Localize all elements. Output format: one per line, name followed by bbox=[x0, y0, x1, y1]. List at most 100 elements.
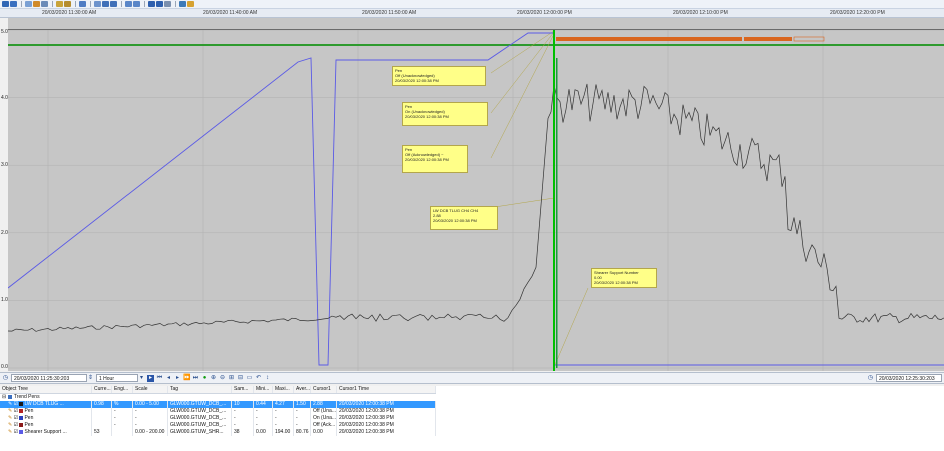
column-header[interactable]: Cursor1 Time bbox=[337, 386, 436, 393]
table-cell: 38 bbox=[232, 429, 254, 436]
toolbar-divider bbox=[75, 1, 76, 7]
duration-select[interactable]: 1 Hour bbox=[96, 374, 138, 382]
edit-pen-icon[interactable] bbox=[56, 1, 63, 7]
table-cell bbox=[112, 429, 133, 436]
zoom-icon[interactable] bbox=[94, 1, 101, 7]
trend-icon[interactable] bbox=[2, 1, 9, 7]
pen-color-swatch[interactable] bbox=[19, 408, 24, 413]
live-mode-icon[interactable]: ● bbox=[202, 374, 207, 381]
undo-zoom-icon[interactable]: ↶ bbox=[255, 374, 262, 381]
pen-visible-checkbox[interactable]: ☑ bbox=[13, 415, 20, 421]
stack-pens-icon[interactable] bbox=[133, 1, 140, 7]
step-forward-icon[interactable]: ▸ bbox=[175, 374, 179, 381]
step-back-icon[interactable]: ◂ bbox=[166, 374, 170, 381]
skip-back-icon[interactable]: ⏮ bbox=[156, 374, 163, 381]
pen-color-swatch[interactable] bbox=[19, 422, 24, 427]
apply-time-icon[interactable]: ▸ bbox=[147, 374, 154, 382]
pen-icon: ✎ bbox=[8, 415, 14, 421]
calendar-icon[interactable]: ◷ bbox=[2, 374, 9, 381]
table-cell: On (Una... bbox=[313, 415, 337, 422]
table-cell: - bbox=[254, 422, 273, 429]
copy-icon[interactable] bbox=[179, 1, 186, 7]
top-divider-line bbox=[8, 29, 944, 30]
table-cell: GLW000.GTUW_DCB_... bbox=[168, 401, 232, 408]
pen-visible-checkbox[interactable]: ☑ bbox=[13, 408, 20, 414]
column-header[interactable]: Maxi... bbox=[273, 386, 294, 393]
column-header[interactable]: Aver... bbox=[296, 386, 311, 393]
chevron-down-icon[interactable]: ▾ bbox=[139, 374, 143, 381]
pen-visible-checkbox[interactable]: ☑ bbox=[13, 429, 20, 435]
table-cell: 20/03/2020 12:00:38 PM bbox=[337, 415, 436, 422]
table-row[interactable]: ✎ ☑ Pen - - GLW000.GTUW_DCB_... - - - - Off (Una… bbox=[0, 408, 436, 415]
table-cell: % bbox=[112, 401, 133, 408]
column-header[interactable]: Object Tree bbox=[0, 386, 92, 393]
print-icon[interactable] bbox=[164, 1, 171, 7]
skip-end-icon[interactable]: ⏭ bbox=[192, 374, 199, 381]
column-header[interactable]: Tag bbox=[168, 386, 232, 393]
pen-visible-checkbox[interactable]: ☑ bbox=[13, 401, 20, 407]
pen-color-swatch[interactable] bbox=[19, 415, 24, 420]
pen-remove-icon[interactable] bbox=[41, 1, 48, 7]
calendar-icon[interactable]: ◷ bbox=[867, 374, 874, 381]
table-cell: 20/03/2020 12:00:38 PM bbox=[337, 429, 436, 436]
table-row[interactable]: ✎ ☑ Pen - - GLW000.GTUW_DCB_... - - - - On (Una.… bbox=[0, 415, 436, 422]
zoom-in-icon[interactable]: ⊕ bbox=[210, 374, 217, 381]
pen-visible-checkbox[interactable]: ☑ bbox=[13, 422, 20, 428]
scroll-forward-icon[interactable] bbox=[110, 1, 117, 7]
time-axis: 20/03/2020 11:30:00 AM 20/03/2020 11:40:… bbox=[0, 9, 944, 18]
annotation-line: 20/03/2020 12:00:38 PM bbox=[594, 280, 638, 285]
toolbar-divider bbox=[175, 1, 176, 7]
pen-color-swatch[interactable] bbox=[19, 429, 24, 434]
column-header[interactable]: Curre... bbox=[94, 386, 112, 393]
fit-icon[interactable]: ▭ bbox=[246, 374, 253, 381]
pen-properties-icon[interactable] bbox=[33, 1, 40, 7]
y-axis-label: 5.00 bbox=[1, 29, 11, 35]
table-cell: 20/03/2020 12:00:38 PM bbox=[337, 422, 436, 429]
pen-name-cell: ✎ ☑ Pen bbox=[0, 415, 92, 422]
tree-group-row[interactable]: ⊟ Trend Pens bbox=[0, 394, 436, 401]
y-axis-label: 4.00 bbox=[1, 95, 11, 101]
time-axis-label: 20/03/2020 12:10:00 PM bbox=[673, 10, 728, 16]
fast-forward-icon[interactable]: ⏩ bbox=[183, 374, 191, 381]
autoscale-icon[interactable]: ⊟ bbox=[237, 374, 244, 381]
column-header[interactable]: Scale bbox=[133, 386, 168, 393]
zoom-box-icon[interactable]: ⊞ bbox=[228, 374, 235, 381]
export-icon[interactable] bbox=[156, 1, 163, 7]
time-axis-label: 20/03/2020 12:00:00 PM bbox=[517, 10, 572, 16]
cursor-icon[interactable] bbox=[79, 1, 86, 7]
table-cell: GLW000.GTUW_DCB_... bbox=[168, 408, 232, 415]
column-header[interactable]: Sam... bbox=[232, 386, 254, 393]
time-axis-label: 20/03/2020 12:20:00 PM bbox=[830, 10, 885, 16]
table-row[interactable]: ✎ ☑ Shearer Support ... 53 0.00 - 200.00 GL… bbox=[0, 429, 436, 436]
end-time-field[interactable]: 20/03/2020 12:25:30:203 bbox=[876, 374, 942, 382]
settings-icon[interactable] bbox=[187, 1, 194, 7]
start-time-field[interactable]: 20/03/2020 11:25:30:203 bbox=[11, 374, 87, 382]
spin-icon[interactable]: ⇕ bbox=[87, 374, 94, 381]
table-cell: - bbox=[232, 408, 254, 415]
table-cell: GLW000.GTUW_DCB_... bbox=[168, 422, 232, 429]
table-cell: 80.76 bbox=[294, 429, 311, 436]
toolbar-divider bbox=[144, 1, 145, 7]
collapse-icon[interactable]: ⊟ bbox=[2, 394, 7, 400]
table-cell: Off (Una... bbox=[313, 408, 337, 415]
pen-icon: ✎ bbox=[8, 401, 14, 407]
save-icon[interactable] bbox=[10, 1, 17, 7]
column-header[interactable]: Mini... bbox=[254, 386, 273, 393]
refresh-icon[interactable] bbox=[148, 1, 155, 7]
column-header[interactable]: Engi... bbox=[112, 386, 133, 393]
pencil-icon[interactable] bbox=[64, 1, 71, 7]
table-cell bbox=[92, 422, 112, 429]
table-row[interactable]: ✎ ☑ Pen - - GLW000.GTUW_DCB_... - - - - Off (Ack… bbox=[0, 422, 436, 429]
pen-color-swatch[interactable] bbox=[19, 401, 24, 406]
zoom-out-icon[interactable]: ⊖ bbox=[219, 374, 226, 381]
table-row[interactable]: ✎ ☑ LW DCB TLUG ... 0.98% 0.00 - 5.00 GLW00… bbox=[0, 401, 436, 408]
scroll-back-icon[interactable] bbox=[102, 1, 109, 7]
annotation-line: 20/03/2020 12:00:38 PM bbox=[433, 218, 477, 223]
column-header[interactable]: Cursor1 bbox=[311, 386, 337, 393]
cursor-toggle-icon[interactable]: ↕ bbox=[266, 374, 269, 381]
pen-name-cell: ✎ ☑ Shearer Support ... bbox=[0, 429, 92, 436]
display-mode-icon[interactable] bbox=[125, 1, 132, 7]
add-pen-icon[interactable] bbox=[25, 1, 32, 7]
pen-name: Pen bbox=[24, 408, 34, 414]
cursor-line[interactable] bbox=[553, 30, 555, 371]
